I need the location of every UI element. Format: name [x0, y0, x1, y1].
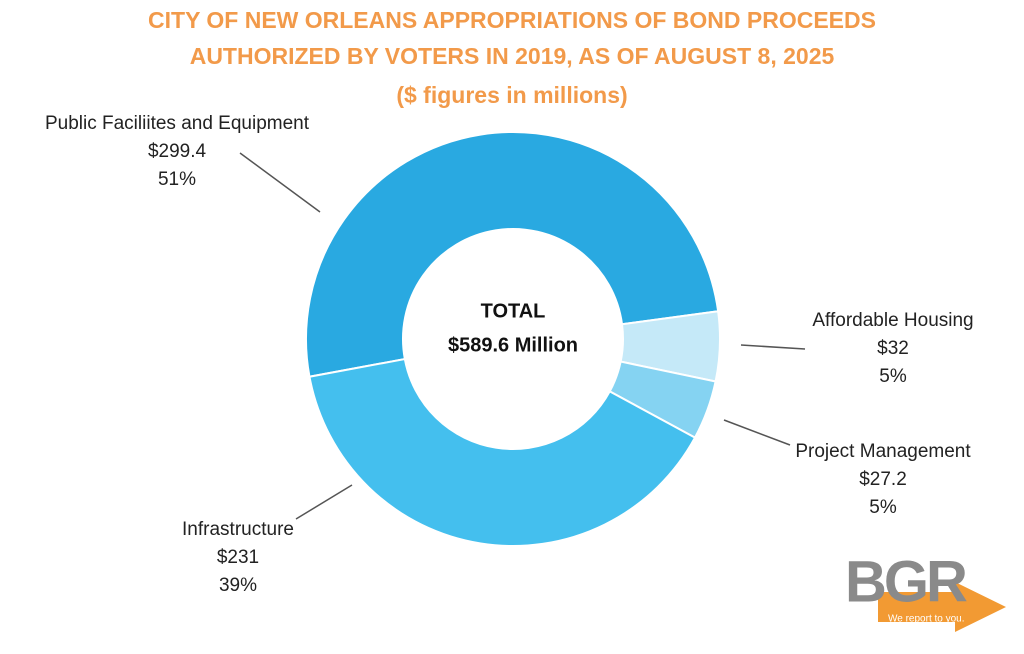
logo-tagline: We report to you.	[888, 614, 965, 625]
category-label: Project Management	[795, 441, 971, 462]
logo: BGR We report to you.	[845, 549, 1006, 632]
leader-line	[239, 152, 321, 213]
value-label: $231	[217, 547, 259, 568]
chart-title: CITY OF NEW ORLEANS APPROPRIATIONS OF BO…	[148, 7, 876, 33]
share-label: 5%	[879, 366, 907, 387]
leader-line	[295, 484, 353, 520]
center-label: TOTAL	[481, 300, 546, 322]
category-label: Infrastructure	[182, 519, 294, 540]
value-label: $32	[877, 338, 909, 359]
donut-slice	[305, 131, 720, 378]
value-label: $27.2	[859, 469, 907, 490]
share-label: 5%	[869, 497, 897, 518]
units-note: ($ figures in millions)	[396, 82, 627, 108]
share-label: 51%	[158, 169, 196, 190]
donut-slice	[308, 357, 697, 547]
value-label: $299.4	[148, 141, 207, 162]
leader-line	[723, 419, 791, 446]
category-label: Public Faciliites and Equipment	[45, 113, 310, 134]
category-label: Affordable Housing	[812, 310, 973, 331]
share-label: 39%	[219, 575, 257, 596]
chart-subtitle: AUTHORIZED BY VOTERS IN 2019, AS OF AUGU…	[190, 43, 835, 69]
logo-arrow	[878, 582, 1006, 632]
leader-line	[740, 344, 806, 350]
logo-text: BGR	[845, 549, 967, 614]
center-value: $589.6 Million	[448, 334, 578, 356]
